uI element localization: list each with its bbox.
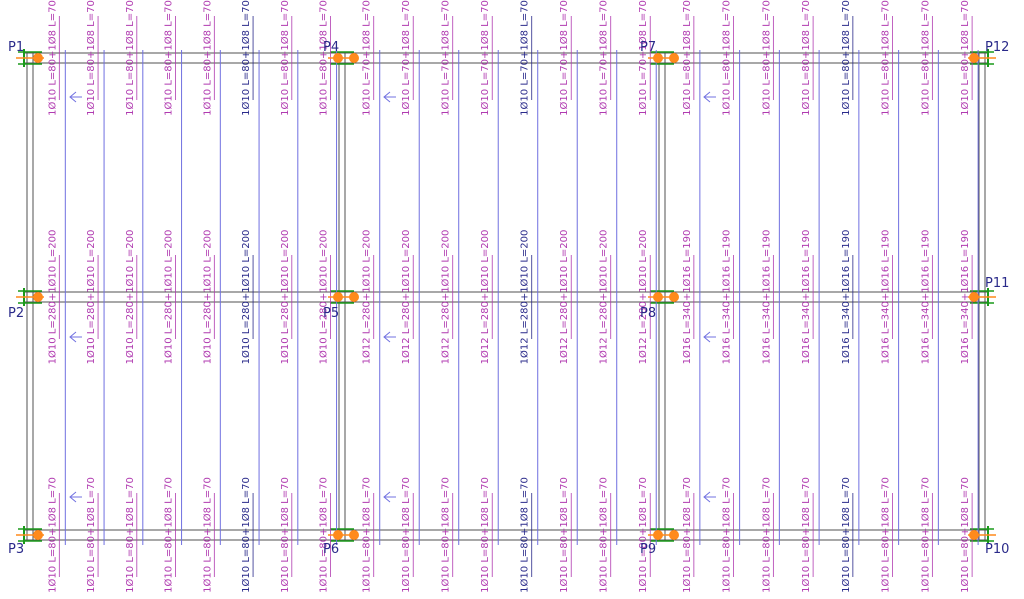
- rebar-label-bot: 1Ø10 L=80+1Ø8 L=70: [519, 477, 531, 593]
- rebar-label-bot: 1Ø10 L=80+1Ø8 L=70: [361, 477, 373, 593]
- rebar-label-top: 1Ø10 L=80+1Ø8 L=70: [880, 0, 892, 116]
- rebar-label-top: 1Ø10 L=80+1Ø8 L=70: [919, 0, 931, 116]
- pier-label-p8: P8: [640, 306, 656, 321]
- rebar-label-bot: 1Ø10 L=80+1Ø8 L=70: [240, 477, 252, 593]
- direction-arrow-icon: [703, 331, 716, 343]
- rebar-label-mid: 1Ø10 L=280+1Ø10 L=200: [46, 230, 58, 365]
- pier-label-p9: P9: [640, 542, 656, 557]
- rebar-label-top: 1Ø10 L=80+1Ø8 L=70: [124, 0, 136, 116]
- rebar-label-top: 1Ø10 L=70+1Ø8 L=70: [400, 0, 412, 116]
- rebar-label-bot: 1Ø10 L=80+1Ø8 L=70: [163, 477, 175, 593]
- rebar-label-bot: 1Ø10 L=80+1Ø8 L=70: [46, 477, 58, 593]
- rebar-label-mid: 1Ø12 L=280+1Ø10 L=200: [479, 230, 491, 365]
- rebar-label-bot: 1Ø10 L=80+1Ø8 L=70: [479, 477, 491, 593]
- rebar-label-mid: 1Ø12 L=280+1Ø10 L=200: [519, 230, 531, 365]
- rebar-label-top: 1Ø10 L=80+1Ø8 L=70: [279, 0, 291, 116]
- pier-label-p10: P10: [985, 542, 1009, 557]
- rebar-label-mid: 1Ø10 L=280+1Ø10 L=200: [318, 230, 330, 365]
- direction-arrow-icon: [703, 91, 716, 103]
- rebar-label-mid: 1Ø16 L=340+1Ø16 L=190: [880, 230, 892, 365]
- rebar-label-mid: 1Ø12 L=280+1Ø10 L=200: [598, 230, 610, 365]
- rebar-label-mid: 1Ø12 L=280+1Ø10 L=200: [400, 230, 412, 365]
- rebar-label-bot: 1Ø10 L=80+1Ø8 L=70: [124, 477, 136, 593]
- rebar-label-bot: 1Ø10 L=80+1Ø8 L=70: [880, 477, 892, 593]
- direction-arrow-icon: [383, 91, 396, 103]
- rebar-label-bot: 1Ø10 L=80+1Ø8 L=70: [760, 477, 772, 593]
- rebar-label-bot: 1Ø10 L=80+1Ø8 L=70: [201, 477, 213, 593]
- pier-label-p7: P7: [640, 40, 656, 55]
- rebar-label-top: 1Ø10 L=70+1Ø8 L=70: [598, 0, 610, 116]
- rebar-label-top: 1Ø10 L=70+1Ø8 L=70: [637, 0, 649, 116]
- rebar-label-top: 1Ø10 L=70+1Ø8 L=70: [479, 0, 491, 116]
- rebar-label-top: 1Ø10 L=80+1Ø8 L=70: [681, 0, 693, 116]
- pier-label-p5: P5: [323, 306, 339, 321]
- rebar-label-top: 1Ø10 L=80+1Ø8 L=70: [240, 0, 252, 116]
- rebar-label-bot: 1Ø10 L=80+1Ø8 L=70: [400, 477, 412, 593]
- rebar-label-mid: 1Ø12 L=280+1Ø10 L=200: [637, 230, 649, 365]
- rebar-label-mid: 1Ø16 L=340+1Ø16 L=190: [919, 230, 931, 365]
- rebar-label-top: 1Ø10 L=80+1Ø8 L=70: [840, 0, 852, 116]
- rebar-label-top: 1Ø10 L=70+1Ø8 L=70: [440, 0, 452, 116]
- rebar-label-bot: 1Ø10 L=80+1Ø8 L=70: [85, 477, 97, 593]
- direction-arrow-icon: [383, 331, 396, 343]
- rebar-label-top: 1Ø10 L=80+1Ø8 L=70: [201, 0, 213, 116]
- pier-label-p2: P2: [8, 306, 24, 321]
- rebar-label-bot: 1Ø10 L=80+1Ø8 L=70: [721, 477, 733, 593]
- pier-label-p1: P1: [8, 40, 24, 55]
- rebar-label-mid: 1Ø16 L=340+1Ø16 L=190: [681, 230, 693, 365]
- pier-label-p4: P4: [323, 40, 339, 55]
- rebar-label-top: 1Ø10 L=80+1Ø8 L=70: [318, 0, 330, 116]
- rebar-label-bot: 1Ø10 L=80+1Ø8 L=70: [959, 477, 971, 593]
- rebar-label-bot: 1Ø10 L=80+1Ø8 L=70: [637, 477, 649, 593]
- pier-label-p11: P11: [985, 276, 1009, 291]
- rebar-label-top: 1Ø10 L=80+1Ø8 L=70: [85, 0, 97, 116]
- rebar-label-mid: 1Ø10 L=280+1Ø10 L=200: [279, 230, 291, 365]
- rebar-label-top: 1Ø10 L=70+1Ø8 L=70: [558, 0, 570, 116]
- rebar-label-mid: 1Ø16 L=340+1Ø16 L=190: [760, 230, 772, 365]
- rebar-group: 1Ø10 L=80+1Ø8 L=70 1Ø10 L=280+1Ø10 L=200 1…: [46, 0, 979, 593]
- rebar-label-bot: 1Ø10 L=80+1Ø8 L=70: [800, 477, 812, 593]
- rebar-label-mid: 1Ø16 L=340+1Ø16 L=190: [840, 230, 852, 365]
- direction-arrow-icon: [703, 491, 716, 503]
- rebar-label-mid: 1Ø12 L=280+1Ø10 L=200: [558, 230, 570, 365]
- rebar-label-mid: 1Ø16 L=340+1Ø16 L=190: [800, 230, 812, 365]
- rebar-label-mid: 1Ø10 L=280+1Ø10 L=200: [85, 230, 97, 365]
- direction-arrow-icon: [69, 91, 82, 103]
- pier-label-p12: P12: [985, 40, 1009, 55]
- rebar-label-top: 1Ø10 L=80+1Ø8 L=70: [959, 0, 971, 116]
- pier-label-p6: P6: [323, 542, 339, 557]
- rebar-label-mid: 1Ø12 L=280+1Ø10 L=200: [361, 230, 373, 365]
- rebar-label-top: 1Ø10 L=80+1Ø8 L=70: [800, 0, 812, 116]
- rebar-label-bot: 1Ø10 L=80+1Ø8 L=70: [440, 477, 452, 593]
- rebar-label-bot: 1Ø10 L=80+1Ø8 L=70: [279, 477, 291, 593]
- rebar-label-top: 1Ø10 L=80+1Ø8 L=70: [46, 0, 58, 116]
- rebar-label-mid: 1Ø16 L=340+1Ø16 L=190: [959, 230, 971, 365]
- rebar-label-mid: 1Ø12 L=280+1Ø10 L=200: [440, 230, 452, 365]
- rebar-label-mid: 1Ø10 L=280+1Ø10 L=200: [163, 230, 175, 365]
- direction-arrow-icon: [69, 491, 82, 503]
- rebar-label-bot: 1Ø10 L=80+1Ø8 L=70: [840, 477, 852, 593]
- pier-labels: P1 P2 P3 P4 P5 P6 P7 P8 P9 P10 P11 P12: [8, 40, 1009, 557]
- rebar-label-top: 1Ø10 L=80+1Ø8 L=70: [163, 0, 175, 116]
- rebar-label-bot: 1Ø10 L=80+1Ø8 L=70: [598, 477, 610, 593]
- direction-arrow-icon: [69, 331, 82, 343]
- rebar-label-top: 1Ø10 L=80+1Ø8 L=70: [721, 0, 733, 116]
- rebar-label-bot: 1Ø10 L=80+1Ø8 L=70: [318, 477, 330, 593]
- rebar-label-mid: 1Ø16 L=340+1Ø16 L=190: [721, 230, 733, 365]
- support-nodes: [16, 53, 996, 540]
- rebar-label-mid: 1Ø10 L=280+1Ø10 L=200: [201, 230, 213, 365]
- direction-arrow-icon: [383, 491, 396, 503]
- rebar-label-mid: 1Ø10 L=280+1Ø10 L=200: [124, 230, 136, 365]
- pier-label-p3: P3: [8, 542, 24, 557]
- rebar-label-top: 1Ø10 L=70+1Ø8 L=70: [361, 0, 373, 116]
- rebar-label-top: 1Ø10 L=80+1Ø8 L=70: [760, 0, 772, 116]
- rebar-label-top: 1Ø10 L=70+1Ø8 L=70: [519, 0, 531, 116]
- rebar-label-bot: 1Ø10 L=80+1Ø8 L=70: [919, 477, 931, 593]
- rebar-label-bot: 1Ø10 L=80+1Ø8 L=70: [558, 477, 570, 593]
- rebar-label-bot: 1Ø10 L=80+1Ø8 L=70: [681, 477, 693, 593]
- rebar-label-mid: 1Ø10 L=280+1Ø10 L=200: [240, 230, 252, 365]
